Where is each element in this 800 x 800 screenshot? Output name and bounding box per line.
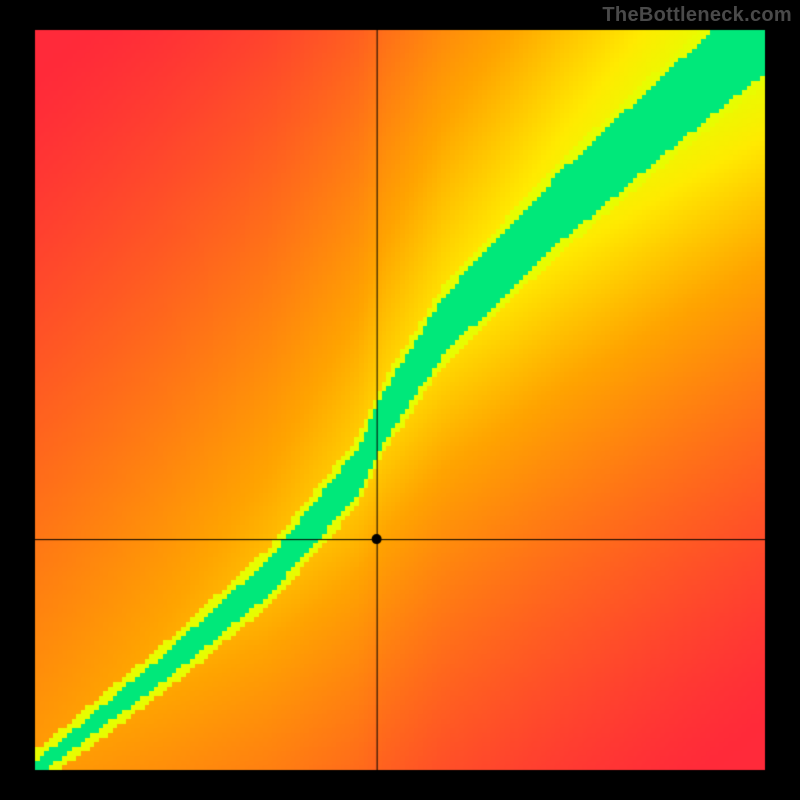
watermark-text: TheBottleneck.com [602, 4, 792, 27]
heatmap-canvas [0, 0, 800, 800]
chart-container: TheBottleneck.com [0, 0, 800, 800]
